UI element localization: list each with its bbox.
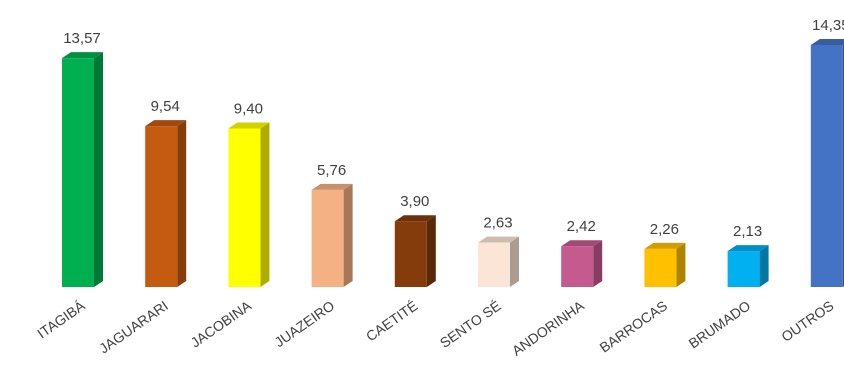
bar-side-sento-se xyxy=(510,236,519,287)
category-label-juazeiro: JUAZEIRO xyxy=(271,297,337,350)
bar-top-andorinha xyxy=(561,240,603,247)
value-labels-layer: 13,57 9,54 9,40 5,76 3,90 2,63 2,42 2,26 2,13 14,… xyxy=(63,17,844,240)
bar-top-itagiba xyxy=(62,52,103,59)
category-label-jaguarari: JAGUARARI xyxy=(96,297,171,356)
category-label-sento-se: SENTO SÉ xyxy=(437,297,504,351)
bar-front-outros xyxy=(810,45,843,287)
bar-side-andorinha xyxy=(593,240,603,287)
bar-front-jacobina xyxy=(228,128,261,287)
value-label-andorinha: 2,42 xyxy=(567,218,596,235)
value-label-itagiba: 13,57 xyxy=(63,30,101,47)
bar-top-sento-se xyxy=(478,236,519,243)
bar-front-sento-se xyxy=(478,242,510,287)
bar-front-juazeiro xyxy=(311,189,344,287)
bar-front-barrocas xyxy=(644,248,677,287)
bar-side-brumado xyxy=(759,245,769,287)
bar-top-jaguarari xyxy=(145,120,187,127)
value-label-caetite: 3,90 xyxy=(400,193,429,210)
category-label-jacobina: JACOBINA xyxy=(188,297,255,351)
value-label-sento-se: 2,63 xyxy=(483,215,512,232)
category-label-barrocas: BARROCAS xyxy=(597,297,671,355)
bar-top-jacobina xyxy=(228,122,270,129)
bar-brumado xyxy=(727,245,769,287)
category-label-caetite: CAETITÉ xyxy=(363,297,421,344)
bar-top-juazeiro xyxy=(311,183,353,190)
bar-caetite xyxy=(394,215,436,287)
value-label-outros: 14,35 xyxy=(812,17,844,34)
bar-side-jaguarari xyxy=(177,120,187,287)
bar-jaguarari xyxy=(145,120,187,287)
bar-top-caetite xyxy=(394,215,436,222)
bars-layer xyxy=(62,39,844,287)
bar-juazeiro xyxy=(311,183,353,287)
bar-front-andorinha xyxy=(561,246,594,287)
value-label-brumado: 2,13 xyxy=(733,223,762,240)
value-label-jacobina: 9,40 xyxy=(234,100,263,117)
bar-jacobina xyxy=(228,122,270,287)
bar-front-caetite xyxy=(394,221,427,287)
value-label-jaguarari: 9,54 xyxy=(151,98,180,115)
bar-side-jacobina xyxy=(260,122,270,287)
bar-top-brumado xyxy=(727,245,769,252)
bar-top-outros xyxy=(810,39,844,45)
category-label-itagiba: ITAGIBÁ xyxy=(34,297,88,342)
bar-outros xyxy=(810,39,844,287)
bar-front-brumado xyxy=(727,251,760,287)
category-label-brumado: BRUMADO xyxy=(686,297,754,351)
bar-sento-se xyxy=(478,236,519,287)
bar-side-itagiba xyxy=(94,52,103,287)
bar-front-itagiba xyxy=(62,58,94,287)
bar-top-barrocas xyxy=(644,242,686,249)
bar-itagiba xyxy=(62,52,103,287)
bar-side-juazeiro xyxy=(343,183,353,287)
category-label-andorinha: ANDORINHA xyxy=(509,297,588,359)
bar-andorinha xyxy=(561,240,603,287)
category-label-outros: OUTROS xyxy=(778,297,836,344)
bar-barrocas xyxy=(644,242,686,287)
bar-side-caetite xyxy=(426,215,436,287)
value-label-barrocas: 2,26 xyxy=(650,221,679,238)
category-labels-layer: ITAGIBÁ JAGUARARI JACOBINA JUAZEIRO CAETITÉ S… xyxy=(34,297,836,359)
bar-front-jaguarari xyxy=(145,126,178,287)
value-label-juazeiro: 5,76 xyxy=(317,162,346,179)
bar-side-barrocas xyxy=(676,242,686,287)
